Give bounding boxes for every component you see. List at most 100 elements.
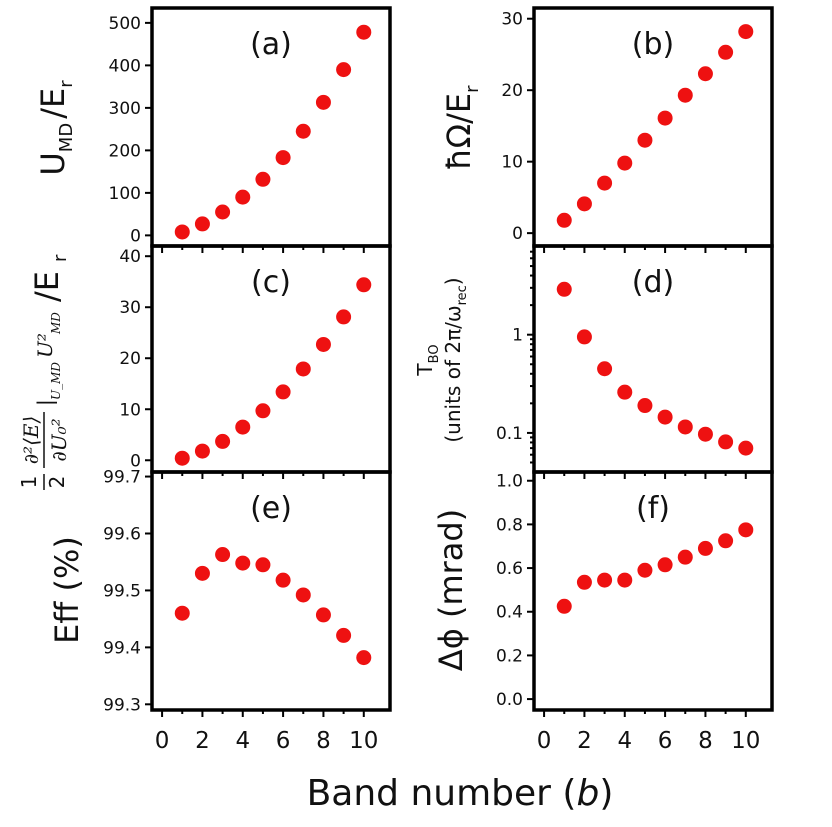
ylabel-c-mult-sub: MD — [49, 312, 63, 335]
data-point-d-5 — [637, 398, 653, 414]
ytick-label-a: 0 — [130, 226, 141, 246]
data-point-a-6 — [275, 150, 291, 166]
data-point-a-8 — [315, 94, 331, 110]
ytick-label-c: 0 — [130, 451, 141, 471]
data-point-e-8 — [315, 607, 331, 623]
data-point-c-8 — [315, 336, 331, 352]
ylabel-c: 1 2 ∂²⟨E⟩ ∂U₀² | U_MD U² MD /E r — [17, 254, 71, 490]
data-point-d-4 — [617, 384, 633, 400]
data-point-e-6 — [275, 572, 291, 588]
data-point-a-5 — [255, 171, 271, 187]
xtick-label-e: 10 — [349, 728, 378, 754]
ylabel-a-sub: MD — [56, 123, 77, 152]
data-point-a-4 — [235, 189, 251, 205]
ytick-label-d: 0.1 — [496, 424, 523, 444]
ylabel-c-eval-sub: U_MD — [49, 362, 63, 400]
data-point-c-1 — [174, 450, 190, 466]
xtick-label-f: 10 — [731, 728, 760, 754]
ylabel-f: Δϕ (mrad) — [432, 509, 470, 671]
panel-b: 0 10 20 30 (b) — [501, 6, 774, 253]
panel-label-c: (c) — [251, 265, 291, 300]
data-point-c-6 — [275, 384, 291, 400]
data-point-c-10 — [356, 277, 372, 293]
data-point-d-6 — [657, 409, 673, 425]
ytick-label-a: 200 — [109, 141, 141, 161]
data-point-d-10 — [738, 440, 754, 456]
ytick-label-f: 0.2 — [496, 646, 523, 666]
ytick-label-b: 20 — [501, 81, 523, 101]
ytick-label-c: 40 — [119, 247, 141, 267]
x-axis-title-text: Band number — [307, 773, 552, 814]
data-point-c-5 — [255, 403, 271, 419]
ylabel-d-line2-end: ) — [441, 277, 465, 285]
ylabel-b: ħΩ/Er — [440, 85, 483, 171]
panel-label-e: (e) — [250, 491, 292, 526]
ylabel-c-deriv-den: ∂U₀² — [47, 418, 71, 461]
panels-layer: 0100200300400500(a)0102030(b)010203040(c… — [103, 6, 774, 754]
ytick-label-e: 99.3 — [103, 695, 141, 715]
data-point-f-6 — [657, 557, 673, 573]
data-point-d-7 — [677, 419, 693, 435]
data-point-b-2 — [576, 196, 592, 212]
data-point-f-1 — [556, 598, 572, 614]
data-point-b-8 — [697, 66, 713, 82]
ytick-label-c: 30 — [119, 298, 141, 318]
x-axis-title-open: ( — [551, 773, 577, 814]
data-point-d-8 — [697, 426, 713, 442]
xtick-label-f: 2 — [577, 728, 592, 754]
data-point-e-10 — [356, 650, 372, 666]
ylabel-a: UMD/Er — [34, 80, 77, 176]
ylabel-c-frac-den: 2 — [45, 476, 69, 489]
data-point-b-1 — [556, 212, 572, 228]
ylabel-c-tail-sub: r — [50, 254, 71, 262]
data-point-d-1 — [556, 281, 572, 297]
ylabel-c-deriv-num: ∂²⟨E⟩ — [19, 416, 43, 465]
data-point-b-4 — [617, 155, 633, 171]
ytick-label-c: 10 — [119, 400, 141, 420]
data-point-f-8 — [697, 540, 713, 556]
data-point-a-1 — [174, 224, 190, 240]
panel-d: 0.1 1 (d) — [496, 244, 774, 479]
ytick-label-b: 0 — [512, 224, 523, 244]
data-point-b-9 — [718, 44, 734, 60]
ytick-label-e: 99.7 — [103, 468, 141, 488]
data-point-d-3 — [597, 361, 613, 377]
xtick-label-e: 0 — [155, 728, 170, 754]
data-point-b-6 — [657, 110, 673, 126]
panel-e: 99.3 99.4 99.5 99.6 99.7 0 2 4 6 8 10 (e) — [103, 468, 392, 754]
xtick-label-f: 6 — [658, 728, 673, 754]
data-point-c-2 — [194, 443, 210, 459]
ytick-label-f: 0.4 — [496, 603, 523, 623]
data-point-b-10 — [738, 24, 754, 40]
data-point-a-2 — [194, 216, 210, 232]
ylabel-a-tail-sub: r — [56, 80, 77, 88]
data-point-e-1 — [174, 605, 190, 621]
ylabel-c-tail: /E — [28, 271, 66, 302]
ylabel-a-main: U — [34, 152, 72, 175]
x-axis-title: Band number (b) — [307, 773, 614, 814]
data-point-d-2 — [576, 329, 592, 345]
x-axis-title-var: b — [576, 773, 599, 814]
ytick-label-e: 99.5 — [103, 581, 141, 601]
ylabel-d-line2-main: (units of 2π/ω — [441, 305, 465, 442]
panel-a: 0 100 200 300 400 500 (a) — [109, 6, 392, 253]
xtick-label-e: 6 — [276, 728, 291, 754]
ylabel-a-tail: /E — [34, 88, 72, 119]
data-point-b-3 — [597, 175, 613, 191]
panel-f: 0.0 0.2 0.4 0.6 0.8 1.0 0 2 4 6 8 10 (f) — [496, 470, 774, 754]
xtick-label-f: 4 — [617, 728, 632, 754]
data-point-c-3 — [215, 433, 231, 449]
ylabel-e: Eff (%) — [48, 536, 86, 644]
ytick-label-a: 300 — [109, 99, 141, 119]
ylabel-d-sub: BO — [427, 344, 442, 363]
data-point-b-7 — [677, 87, 693, 103]
data-point-f-9 — [718, 533, 734, 549]
panel-label-a: (a) — [250, 27, 292, 62]
xtick-label-f: 0 — [537, 728, 552, 754]
xtick-label-e: 8 — [316, 728, 331, 754]
ylabel-b-main: ħΩ/E — [440, 93, 478, 171]
xtick-label-e: 4 — [235, 728, 250, 754]
data-point-f-10 — [738, 522, 754, 538]
ytick-label-a: 500 — [109, 14, 141, 34]
